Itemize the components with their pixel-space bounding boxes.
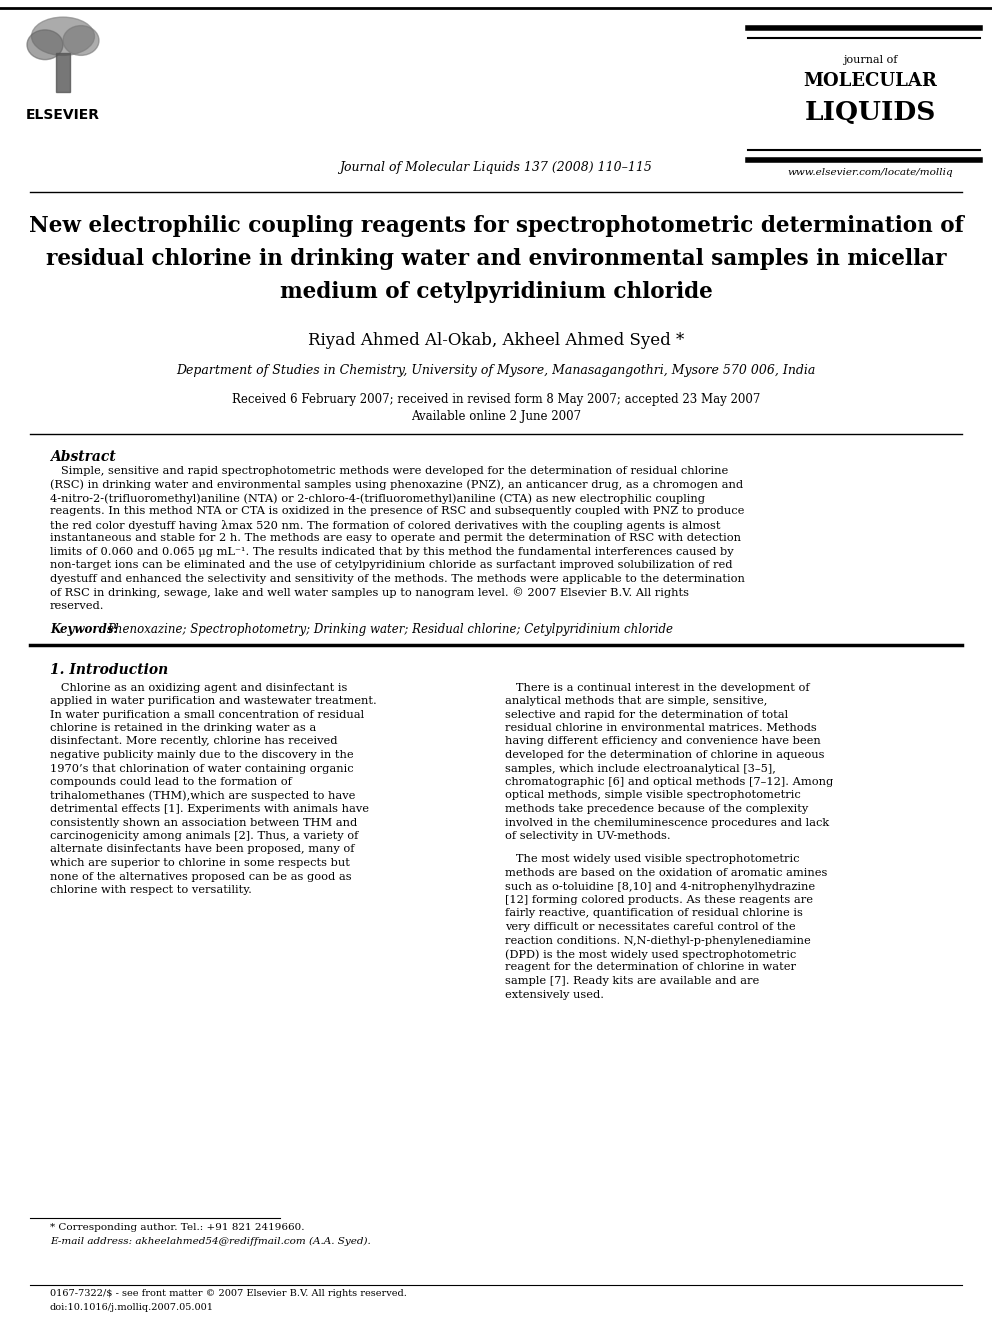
Text: selective and rapid for the determination of total: selective and rapid for the determinatio… <box>505 709 788 720</box>
Text: LIQUIDS: LIQUIDS <box>805 101 935 124</box>
Text: analytical methods that are simple, sensitive,: analytical methods that are simple, sens… <box>505 696 768 706</box>
Text: reagents. In this method NTA or CTA is oxidized in the presence of RSC and subse: reagents. In this method NTA or CTA is o… <box>50 507 744 516</box>
Text: Available online 2 June 2007: Available online 2 June 2007 <box>411 410 581 423</box>
Ellipse shape <box>32 17 94 56</box>
Text: (DPD) is the most widely used spectrophotometric: (DPD) is the most widely used spectropho… <box>505 949 797 959</box>
Text: disinfectant. More recently, chlorine has received: disinfectant. More recently, chlorine ha… <box>50 737 337 746</box>
Text: chromatographic [6] and optical methods [7–12]. Among: chromatographic [6] and optical methods … <box>505 777 833 787</box>
Text: negative publicity mainly due to the discovery in the: negative publicity mainly due to the dis… <box>50 750 353 759</box>
Text: detrimental effects [1]. Experiments with animals have: detrimental effects [1]. Experiments wit… <box>50 804 369 814</box>
Text: which are superior to chlorine in some respects but: which are superior to chlorine in some r… <box>50 859 350 868</box>
Text: doi:10.1016/j.molliq.2007.05.001: doi:10.1016/j.molliq.2007.05.001 <box>50 1303 214 1312</box>
Text: residual chlorine in drinking water and environmental samples in micellar: residual chlorine in drinking water and … <box>46 247 946 270</box>
Text: consistently shown an association between THM and: consistently shown an association betwee… <box>50 818 357 827</box>
Text: fairly reactive, quantification of residual chlorine is: fairly reactive, quantification of resid… <box>505 909 803 918</box>
Text: applied in water purification and wastewater treatment.: applied in water purification and wastew… <box>50 696 377 706</box>
Text: 1970’s that chlorination of water containing organic: 1970’s that chlorination of water contai… <box>50 763 353 774</box>
Text: involved in the chemiluminescence procedures and lack: involved in the chemiluminescence proced… <box>505 818 829 827</box>
Bar <box>56 53 70 91</box>
Text: methods take precedence because of the complexity: methods take precedence because of the c… <box>505 804 808 814</box>
Text: medium of cetylpyridinium chloride: medium of cetylpyridinium chloride <box>280 280 712 303</box>
Text: sample [7]. Ready kits are available and are: sample [7]. Ready kits are available and… <box>505 976 759 986</box>
Text: trihalomethanes (THM),which are suspected to have: trihalomethanes (THM),which are suspecte… <box>50 791 355 800</box>
Text: instantaneous and stable for 2 h. The methods are easy to operate and permit the: instantaneous and stable for 2 h. The me… <box>50 533 741 544</box>
Text: [12] forming colored products. As these reagents are: [12] forming colored products. As these … <box>505 894 813 905</box>
Text: E-mail address: akheelahmed54@rediffmail.com (A.A. Syed).: E-mail address: akheelahmed54@rediffmail… <box>50 1237 371 1246</box>
Text: Riyad Ahmed Al-Okab, Akheel Ahmed Syed *: Riyad Ahmed Al-Okab, Akheel Ahmed Syed * <box>308 332 684 349</box>
Text: Abstract: Abstract <box>50 450 116 464</box>
Text: dyestuff and enhanced the selectivity and sensitivity of the methods. The method: dyestuff and enhanced the selectivity an… <box>50 574 745 583</box>
Text: reaction conditions. N,N-diethyl-p-phenylenediamine: reaction conditions. N,N-diethyl-p-pheny… <box>505 935 810 946</box>
Text: The most widely used visible spectrophotometric: The most widely used visible spectrophot… <box>505 855 800 864</box>
Ellipse shape <box>63 25 99 56</box>
Text: very difficult or necessitates careful control of the: very difficult or necessitates careful c… <box>505 922 796 931</box>
Text: Phenoxazine; Spectrophotometry; Drinking water; Residual chlorine; Cetylpyridini: Phenoxazine; Spectrophotometry; Drinking… <box>107 623 673 635</box>
Text: 4-nitro-2-(trifluoromethyl)aniline (NTA) or 2-chloro-4-(trifluoromethyl)aniline : 4-nitro-2-(trifluoromethyl)aniline (NTA)… <box>50 493 705 504</box>
Text: having different efficiency and convenience have been: having different efficiency and convenie… <box>505 737 820 746</box>
Text: methods are based on the oxidation of aromatic amines: methods are based on the oxidation of ar… <box>505 868 827 878</box>
Text: MOLECULAR: MOLECULAR <box>804 71 936 90</box>
Text: ELSEVIER: ELSEVIER <box>26 108 100 122</box>
Text: optical methods, simple visible spectrophotometric: optical methods, simple visible spectrop… <box>505 791 801 800</box>
Text: alternate disinfectants have been proposed, many of: alternate disinfectants have been propos… <box>50 844 354 855</box>
Text: (RSC) in drinking water and environmental samples using phenoxazine (PNZ), an an: (RSC) in drinking water and environmenta… <box>50 479 743 490</box>
Text: Simple, sensitive and rapid spectrophotometric methods were developed for the de: Simple, sensitive and rapid spectrophoto… <box>50 466 728 476</box>
Text: such as o-toluidine [8,10] and 4-nitrophenylhydrazine: such as o-toluidine [8,10] and 4-nitroph… <box>505 881 815 892</box>
Text: In water purification a small concentration of residual: In water purification a small concentrat… <box>50 709 364 720</box>
Text: carcinogenicity among animals [2]. Thus, a variety of: carcinogenicity among animals [2]. Thus,… <box>50 831 358 841</box>
Text: chlorine is retained in the drinking water as a: chlorine is retained in the drinking wat… <box>50 722 316 733</box>
Text: chlorine with respect to versatility.: chlorine with respect to versatility. <box>50 885 252 894</box>
Text: samples, which include electroanalytical [3–5],: samples, which include electroanalytical… <box>505 763 776 774</box>
Ellipse shape <box>27 30 63 60</box>
Text: of RSC in drinking, sewage, lake and well water samples up to nanogram level. © : of RSC in drinking, sewage, lake and wel… <box>50 587 689 598</box>
Text: extensively used.: extensively used. <box>505 990 604 999</box>
Text: residual chlorine in environmental matrices. Methods: residual chlorine in environmental matri… <box>505 722 816 733</box>
Text: There is a continual interest in the development of: There is a continual interest in the dev… <box>505 683 809 692</box>
Text: reagent for the determination of chlorine in water: reagent for the determination of chlorin… <box>505 963 796 972</box>
Text: compounds could lead to the formation of: compounds could lead to the formation of <box>50 777 292 787</box>
Text: non-target ions can be eliminated and the use of cetylpyridinium chloride as sur: non-target ions can be eliminated and th… <box>50 561 732 570</box>
Text: * Corresponding author. Tel.: +91 821 2419660.: * Corresponding author. Tel.: +91 821 24… <box>50 1222 305 1232</box>
Text: Journal of Molecular Liquids 137 (2008) 110–115: Journal of Molecular Liquids 137 (2008) … <box>339 161 653 175</box>
Text: Received 6 February 2007; received in revised form 8 May 2007; accepted 23 May 2: Received 6 February 2007; received in re… <box>232 393 760 406</box>
Text: the red color dyestuff having λmax 520 nm. The formation of colored derivatives : the red color dyestuff having λmax 520 n… <box>50 520 720 531</box>
Text: of selectivity in UV-methods.: of selectivity in UV-methods. <box>505 831 671 841</box>
Text: New electrophilic coupling reagents for spectrophotometric determination of: New electrophilic coupling reagents for … <box>29 216 963 237</box>
Text: Keywords:: Keywords: <box>50 623 118 635</box>
Text: journal of: journal of <box>843 56 897 65</box>
Text: Department of Studies in Chemistry, University of Mysore, Manasagangothri, Mysor: Department of Studies in Chemistry, Univ… <box>177 364 815 377</box>
Text: reserved.: reserved. <box>50 601 104 611</box>
Text: Chlorine as an oxidizing agent and disinfectant is: Chlorine as an oxidizing agent and disin… <box>50 683 347 692</box>
Text: 1. Introduction: 1. Introduction <box>50 663 169 676</box>
Text: developed for the determination of chlorine in aqueous: developed for the determination of chlor… <box>505 750 824 759</box>
Text: limits of 0.060 and 0.065 μg mL⁻¹. The results indicated that by this method the: limits of 0.060 and 0.065 μg mL⁻¹. The r… <box>50 546 734 557</box>
Text: 0167-7322/$ - see front matter © 2007 Elsevier B.V. All rights reserved.: 0167-7322/$ - see front matter © 2007 El… <box>50 1289 407 1298</box>
Text: www.elsevier.com/locate/molliq: www.elsevier.com/locate/molliq <box>788 168 952 177</box>
Text: none of the alternatives proposed can be as good as: none of the alternatives proposed can be… <box>50 872 351 881</box>
